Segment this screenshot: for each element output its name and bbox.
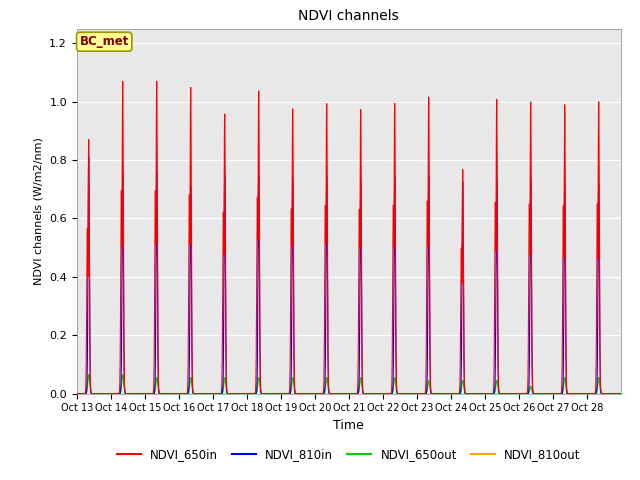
NDVI_810out <box>85 372 93 377</box>
NDVI_650out <box>617 391 625 396</box>
NDVI_810out <box>73 391 81 396</box>
Legend: NDVI_650in, NDVI_810in, NDVI_650out, NDVI_810out: NDVI_650in, NDVI_810in, NDVI_650out, NDV… <box>112 443 586 466</box>
NDVI_810out <box>419 391 426 396</box>
Line: NDVI_650out: NDVI_650out <box>77 374 621 394</box>
NDVI_650out <box>534 391 541 396</box>
NDVI_650in <box>501 391 509 396</box>
NDVI_650out <box>501 391 509 396</box>
Line: NDVI_810out: NDVI_810out <box>77 374 621 394</box>
NDVI_810in <box>611 391 619 396</box>
NDVI_810in <box>617 391 625 396</box>
NDVI_810in <box>467 391 474 396</box>
NDVI_650out <box>467 391 474 396</box>
NDVI_650out <box>611 391 619 396</box>
Y-axis label: NDVI channels (W/m2/nm): NDVI channels (W/m2/nm) <box>34 137 44 285</box>
Line: NDVI_650in: NDVI_650in <box>77 82 621 394</box>
NDVI_650in <box>184 336 192 342</box>
NDVI_650out <box>85 372 93 377</box>
NDVI_650in <box>467 391 474 396</box>
NDVI_650in <box>419 391 426 396</box>
NDVI_810in <box>85 155 93 160</box>
NDVI_810out <box>467 391 474 396</box>
NDVI_650out <box>73 391 81 396</box>
NDVI_810in <box>534 391 541 396</box>
Title: NDVI channels: NDVI channels <box>298 10 399 24</box>
Line: NDVI_810in: NDVI_810in <box>77 157 621 394</box>
NDVI_810in <box>501 391 509 396</box>
NDVI_650in <box>119 79 127 84</box>
NDVI_810in <box>184 390 192 396</box>
NDVI_810out <box>501 391 509 396</box>
NDVI_650in <box>73 391 81 396</box>
NDVI_650in <box>617 391 625 396</box>
X-axis label: Time: Time <box>333 419 364 432</box>
NDVI_810out <box>184 390 192 396</box>
NDVI_810in <box>73 391 81 396</box>
NDVI_650out <box>184 390 192 396</box>
NDVI_650in <box>534 391 541 396</box>
NDVI_650in <box>611 391 619 396</box>
NDVI_810out <box>611 391 619 396</box>
Text: BC_met: BC_met <box>79 35 129 48</box>
NDVI_810in <box>419 391 426 396</box>
NDVI_810out <box>534 391 541 396</box>
NDVI_650out <box>419 391 426 396</box>
NDVI_810out <box>617 391 625 396</box>
